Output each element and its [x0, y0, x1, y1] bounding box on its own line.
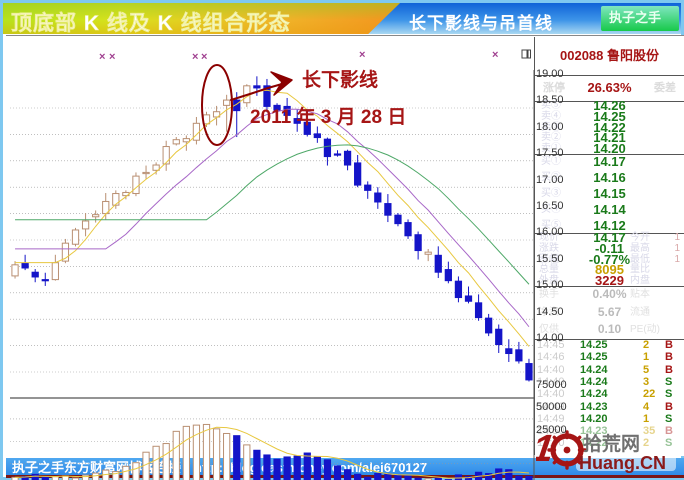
svg-text:Huang.CN: Huang.CN	[579, 453, 666, 473]
svg-text:拾荒网: 拾荒网	[583, 432, 640, 455]
